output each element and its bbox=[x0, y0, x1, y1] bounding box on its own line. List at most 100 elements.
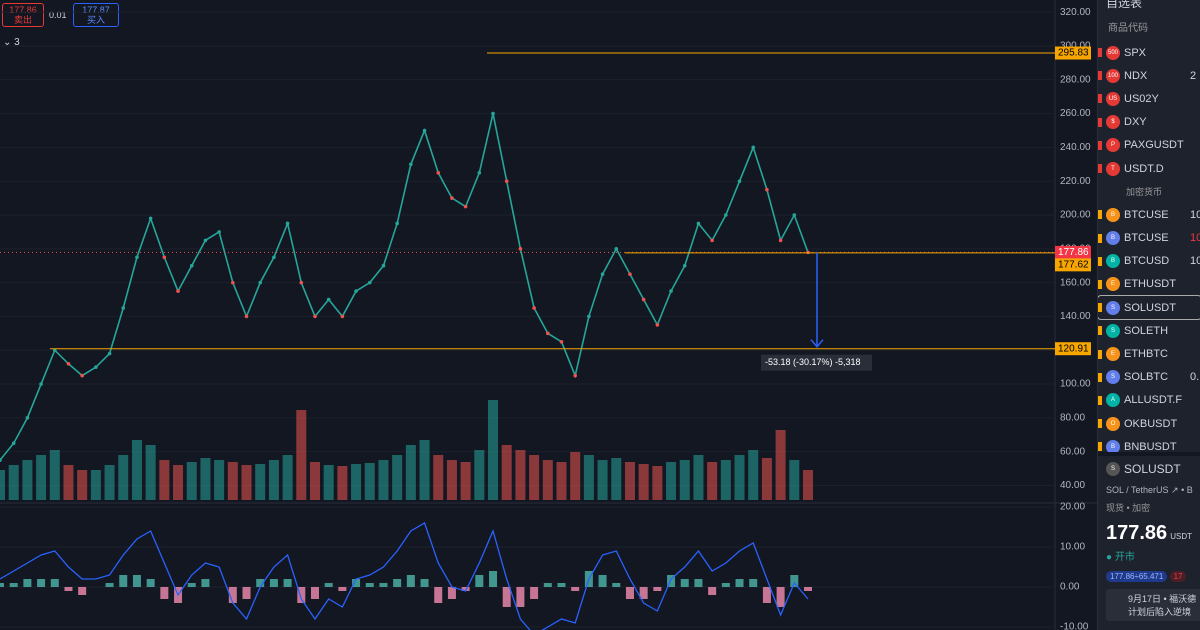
news-line: 9月17日 • 福沃德 bbox=[1128, 594, 1197, 604]
price-point bbox=[573, 373, 577, 378]
osc-bar bbox=[502, 587, 511, 607]
y-tick-label: 220.00 bbox=[1060, 176, 1091, 187]
symbol-icon: S bbox=[1106, 323, 1120, 338]
price-point bbox=[176, 289, 180, 293]
osc-bar bbox=[516, 587, 525, 607]
flag bbox=[1098, 233, 1102, 243]
osc-bar bbox=[324, 583, 333, 587]
symbol: BTCUSE bbox=[1124, 208, 1169, 221]
y-tick-label: 280.00 bbox=[1060, 74, 1091, 85]
flag bbox=[1098, 117, 1102, 127]
y-tick-label: 160.00 bbox=[1060, 277, 1091, 288]
price-tag bbox=[1055, 258, 1091, 272]
spread: 0.01 bbox=[49, 10, 67, 20]
buy-button[interactable]: 177.87 买入 bbox=[73, 3, 119, 27]
indicator-toggle[interactable]: ⌄ 3 bbox=[3, 37, 20, 48]
price-tag bbox=[1055, 46, 1091, 60]
price-point bbox=[121, 306, 126, 310]
price-point bbox=[244, 314, 249, 319]
watchlist-row[interactable]: $ DXY bbox=[1098, 111, 1200, 134]
symbol: US02Y bbox=[1124, 92, 1159, 105]
symbol-icon: 500 bbox=[1106, 45, 1120, 60]
y-tick-label: 80.00 bbox=[1060, 412, 1085, 423]
osc-bar bbox=[352, 579, 361, 587]
symbol: BTCUSE bbox=[1124, 232, 1169, 245]
symbol: OKBUSDT bbox=[1124, 417, 1178, 430]
watchlist-row[interactable]: 100 NDX 2 bbox=[1098, 64, 1200, 87]
volume-bar bbox=[337, 466, 348, 500]
symbol-icon: B bbox=[1106, 439, 1120, 454]
sell-button[interactable]: 177.86 卖出 bbox=[2, 3, 44, 27]
osc-bar bbox=[160, 587, 169, 599]
symbol-icon: $ bbox=[1106, 115, 1120, 130]
watchlist-row[interactable]: T USDT.D bbox=[1098, 157, 1200, 180]
price-tag-label: 295.83 bbox=[1058, 48, 1089, 59]
price-point bbox=[436, 170, 441, 175]
osc-bar bbox=[735, 579, 744, 587]
price-point bbox=[203, 238, 208, 243]
osc-line bbox=[0, 522, 809, 630]
price-point bbox=[532, 306, 536, 310]
price-point bbox=[367, 280, 372, 285]
volume-bar bbox=[186, 462, 197, 500]
watchlist-row[interactable]: E ETHBTC bbox=[1098, 342, 1200, 365]
measure-box bbox=[761, 354, 872, 371]
volume-bar bbox=[652, 466, 663, 500]
price-point bbox=[559, 339, 564, 344]
price-point bbox=[258, 280, 263, 285]
watchlist-row[interactable]: E ETHUSDT bbox=[1098, 273, 1200, 296]
watchlist-row[interactable]: O OKBUSDT bbox=[1098, 412, 1200, 435]
watchlist-row[interactable]: S SOLUSDT bbox=[1098, 295, 1200, 321]
volume-bar bbox=[405, 445, 416, 500]
price-point bbox=[381, 263, 386, 268]
price-point bbox=[25, 416, 30, 420]
watchlist-row[interactable]: B BTCUSD 10 bbox=[1098, 250, 1200, 273]
symbol-icon: US bbox=[1106, 91, 1120, 106]
flag bbox=[1098, 349, 1102, 359]
price-point bbox=[285, 221, 290, 226]
symbol: ALLUSDT.F bbox=[1124, 394, 1183, 407]
volume-bar bbox=[707, 462, 718, 500]
flag bbox=[1098, 164, 1102, 174]
y-tick-label: 100.00 bbox=[1060, 379, 1091, 390]
volume-bar bbox=[460, 462, 471, 500]
volume-bar bbox=[77, 470, 88, 500]
price-point bbox=[395, 221, 399, 226]
watchlist-row[interactable]: A ALLUSDT.F bbox=[1098, 389, 1200, 412]
flag bbox=[1098, 442, 1102, 452]
osc-bar bbox=[434, 587, 443, 603]
y-tick-label: 60.00 bbox=[1060, 446, 1085, 457]
price-point bbox=[655, 323, 660, 327]
volume-bar bbox=[515, 450, 526, 500]
watchlist-row[interactable]: B BTCUSE 10 bbox=[1098, 203, 1200, 226]
row-value: 10 bbox=[1190, 255, 1200, 268]
y-tick-label: 10.00 bbox=[1060, 542, 1085, 553]
osc-bar bbox=[804, 587, 812, 591]
osc-bar bbox=[297, 587, 306, 603]
osc-bar bbox=[680, 579, 689, 587]
osc-bar bbox=[228, 587, 237, 603]
symbol-icon: P bbox=[1106, 138, 1120, 153]
symbol: SPX bbox=[1124, 46, 1147, 59]
y-tick-label: 240.00 bbox=[1060, 142, 1091, 153]
flag bbox=[1098, 48, 1102, 58]
symbol-icon: S bbox=[1106, 300, 1120, 315]
watchlist-row[interactable]: 500 SPX bbox=[1098, 41, 1200, 64]
watchlist-row[interactable]: B BTCUSE 10 bbox=[1098, 227, 1200, 250]
osc-bar bbox=[187, 583, 196, 587]
watchlist-row[interactable]: US US02Y bbox=[1098, 87, 1200, 110]
news-line: 计划后陷入逆境 bbox=[1128, 607, 1192, 617]
price-point bbox=[189, 263, 194, 268]
news[interactable]: 9月17日 • 福沃德 计划后陷入逆境 bbox=[1106, 589, 1200, 621]
y-tick-label: -10.00 bbox=[1060, 622, 1089, 630]
osc-bar bbox=[132, 575, 141, 587]
watchlist-row[interactable]: P PAXGUSDT bbox=[1098, 134, 1200, 157]
watchlist-row[interactable]: S SOLBTC 0. bbox=[1098, 366, 1200, 389]
symbol-icon: A bbox=[1106, 393, 1120, 408]
watchlist-row[interactable]: S SOLETH bbox=[1098, 319, 1200, 342]
price-point bbox=[450, 196, 454, 200]
watchlist-row[interactable]: B BNBUSDT bbox=[1098, 435, 1200, 458]
osc-bar bbox=[283, 579, 292, 587]
flag bbox=[1098, 326, 1102, 336]
